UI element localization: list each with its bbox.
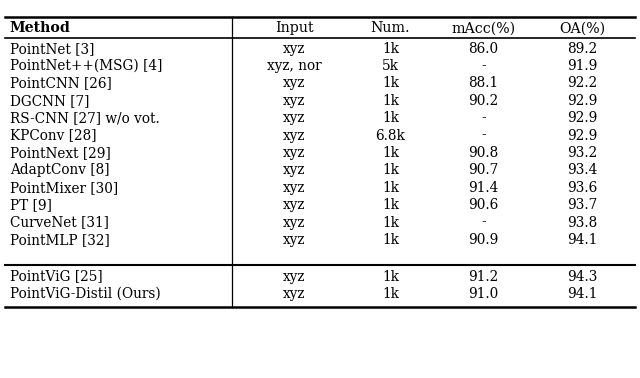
Text: 90.8: 90.8 [468, 146, 499, 160]
Text: Method: Method [10, 21, 70, 35]
Text: 94.3: 94.3 [567, 270, 598, 284]
Text: 1k: 1k [382, 198, 399, 212]
Text: 93.6: 93.6 [567, 181, 598, 195]
Text: 1k: 1k [382, 215, 399, 229]
Text: PT [9]: PT [9] [10, 198, 51, 212]
Text: xyz: xyz [283, 198, 306, 212]
Text: 92.9: 92.9 [567, 94, 598, 108]
Text: RS-CNN [27] w/o vot.: RS-CNN [27] w/o vot. [10, 111, 159, 125]
Text: 94.1: 94.1 [567, 233, 598, 247]
Text: KPConv [28]: KPConv [28] [10, 129, 96, 143]
Text: 91.4: 91.4 [468, 181, 499, 195]
Text: PointCNN [26]: PointCNN [26] [10, 76, 111, 90]
Text: PointNet++(MSG) [4]: PointNet++(MSG) [4] [10, 59, 162, 73]
Text: PointNext [29]: PointNext [29] [10, 146, 110, 160]
Text: xyz: xyz [283, 146, 306, 160]
Text: 86.0: 86.0 [468, 42, 499, 56]
Text: PointNet [3]: PointNet [3] [10, 42, 94, 56]
Text: 1k: 1k [382, 146, 399, 160]
Text: xyz: xyz [283, 94, 306, 108]
Text: PointViG [25]: PointViG [25] [10, 270, 102, 284]
Text: xyz: xyz [283, 181, 306, 195]
Text: 1k: 1k [382, 94, 399, 108]
Text: 88.1: 88.1 [468, 76, 499, 90]
Text: 90.2: 90.2 [468, 94, 499, 108]
Text: PointViG-Distil (Ours): PointViG-Distil (Ours) [10, 287, 161, 301]
Text: 90.6: 90.6 [468, 198, 499, 212]
Text: -: - [481, 129, 486, 143]
Text: Input: Input [275, 21, 314, 35]
Text: 91.2: 91.2 [468, 270, 499, 284]
Text: 93.2: 93.2 [567, 146, 598, 160]
Text: 91.9: 91.9 [567, 59, 598, 73]
Text: -: - [481, 59, 486, 73]
Text: CurveNet [31]: CurveNet [31] [10, 215, 108, 229]
Text: 1k: 1k [382, 233, 399, 247]
Text: 1k: 1k [382, 42, 399, 56]
Text: Num.: Num. [371, 21, 410, 35]
Text: xyz, nor: xyz, nor [267, 59, 322, 73]
Text: 6.8k: 6.8k [376, 129, 405, 143]
Text: 1k: 1k [382, 270, 399, 284]
Text: 5k: 5k [382, 59, 399, 73]
Text: xyz: xyz [283, 163, 306, 177]
Text: OA(%): OA(%) [559, 21, 605, 35]
Text: -: - [481, 111, 486, 125]
Text: 1k: 1k [382, 287, 399, 301]
Text: AdaptConv [8]: AdaptConv [8] [10, 163, 109, 177]
Text: 93.4: 93.4 [567, 163, 598, 177]
Text: 92.9: 92.9 [567, 111, 598, 125]
Text: DGCNN [7]: DGCNN [7] [10, 94, 89, 108]
Text: 89.2: 89.2 [567, 42, 598, 56]
Text: 92.2: 92.2 [567, 76, 598, 90]
Text: 1k: 1k [382, 76, 399, 90]
Text: 90.9: 90.9 [468, 233, 499, 247]
Text: 93.7: 93.7 [567, 198, 598, 212]
Text: 92.9: 92.9 [567, 129, 598, 143]
Text: PointMixer [30]: PointMixer [30] [10, 181, 118, 195]
Text: 90.7: 90.7 [468, 163, 499, 177]
Text: 1k: 1k [382, 111, 399, 125]
Text: xyz: xyz [283, 215, 306, 229]
Text: 1k: 1k [382, 163, 399, 177]
Text: xyz: xyz [283, 233, 306, 247]
Text: xyz: xyz [283, 287, 306, 301]
Text: 93.8: 93.8 [567, 215, 598, 229]
Text: 91.0: 91.0 [468, 287, 499, 301]
Text: xyz: xyz [283, 42, 306, 56]
Text: 1k: 1k [382, 181, 399, 195]
Text: xyz: xyz [283, 270, 306, 284]
Text: -: - [481, 215, 486, 229]
Text: PointMLP [32]: PointMLP [32] [10, 233, 109, 247]
Text: xyz: xyz [283, 76, 306, 90]
Text: 94.1: 94.1 [567, 287, 598, 301]
Text: mAcc(%): mAcc(%) [451, 21, 515, 35]
Text: xyz: xyz [283, 111, 306, 125]
Text: xyz: xyz [283, 129, 306, 143]
